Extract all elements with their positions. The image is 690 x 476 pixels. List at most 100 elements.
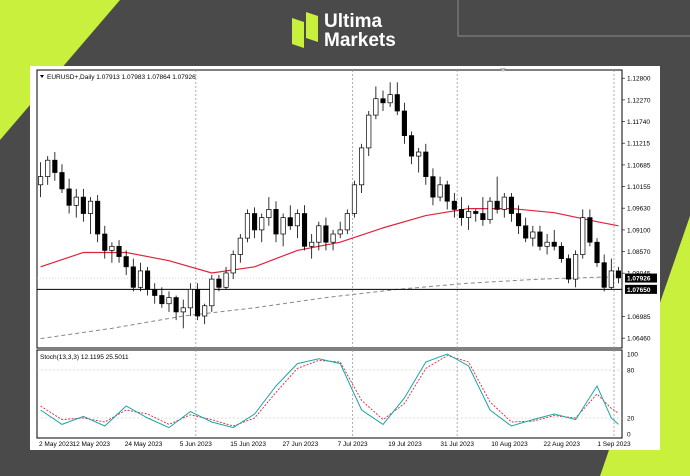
stoch-tick-label: 80 bbox=[627, 368, 635, 375]
candle-body bbox=[316, 225, 322, 243]
candle-body bbox=[480, 213, 486, 221]
x-tick-label: 31 Jul 2023 bbox=[440, 441, 474, 448]
candle-body bbox=[223, 272, 229, 288]
scroll-marker-icon bbox=[500, 68, 506, 72]
candle-body bbox=[344, 213, 350, 231]
candle-body bbox=[45, 159, 51, 177]
x-tick-label: 5 Jun 2023 bbox=[180, 441, 213, 448]
stoch-tick-label: 0 bbox=[627, 432, 631, 439]
x-tick-label: 22 Aug 2023 bbox=[543, 441, 580, 448]
short-moving-average bbox=[40, 207, 619, 274]
candles bbox=[38, 82, 621, 329]
candle-body bbox=[116, 245, 122, 257]
stoch-tick-label: 100 bbox=[627, 352, 638, 359]
candle-body bbox=[159, 295, 165, 305]
stoch-main-line bbox=[40, 353, 619, 429]
candle-body bbox=[473, 211, 479, 214]
candle-body bbox=[594, 241, 600, 264]
chart-header: EURUSD+,Daily 1.07913 1.07983 1.07864 1.… bbox=[40, 74, 196, 81]
level-price-tag-bg bbox=[625, 284, 657, 294]
candle-body bbox=[458, 209, 465, 218]
candle-body bbox=[123, 256, 129, 268]
candle-body bbox=[451, 200, 457, 210]
stoch-label: Stoch(13,3,3) 12.1195 25.5011 bbox=[40, 354, 129, 361]
level-price-tag-text: 1.07650 bbox=[627, 287, 651, 294]
chart-grid bbox=[36, 69, 623, 439]
candle-body bbox=[273, 209, 279, 235]
y-tick-label: 1.06985 bbox=[627, 314, 651, 321]
y-tick-label: 1.11215 bbox=[627, 141, 650, 148]
candle-body bbox=[530, 231, 536, 239]
candle-body bbox=[152, 289, 158, 296]
candle-body bbox=[216, 278, 222, 288]
y-tick-label: 1.12800 bbox=[627, 76, 651, 83]
candle-body bbox=[38, 176, 44, 186]
candle-body bbox=[209, 278, 215, 307]
chart-axes: 2 May 2023 12 May 2023 24 May 2023 5 Jun 20… bbox=[39, 68, 657, 448]
brand-name-line2: Markets bbox=[324, 30, 396, 51]
candle-body bbox=[416, 151, 422, 157]
candle-body bbox=[309, 241, 315, 247]
candle-body bbox=[202, 305, 208, 317]
candle-body bbox=[437, 184, 443, 198]
y-tick-label: 1.09630 bbox=[627, 206, 651, 213]
candle-body bbox=[466, 211, 472, 218]
x-tick-label: 12 May 2023 bbox=[72, 441, 110, 448]
x-tick-label: 15 Jun 2023 bbox=[230, 441, 266, 448]
candle-body bbox=[508, 196, 514, 214]
x-tick-label: 1 Sep 2023 bbox=[597, 441, 631, 448]
candle-body bbox=[145, 270, 151, 290]
candle-body bbox=[230, 254, 236, 274]
y-tick-label: 1.08570 bbox=[627, 249, 651, 256]
stoch-tick-label: 20 bbox=[627, 416, 635, 423]
candle-body bbox=[387, 94, 393, 104]
candle-body bbox=[330, 233, 336, 243]
candle-body bbox=[423, 151, 429, 177]
candle-body bbox=[430, 176, 436, 198]
candle-body bbox=[337, 229, 343, 235]
candle-body bbox=[252, 213, 258, 231]
stoch-pane-frame bbox=[36, 349, 623, 439]
x-tick-label: 2 May 2023 bbox=[39, 441, 73, 448]
candle-body bbox=[259, 217, 265, 231]
chart-panel: Stoch(13,3,3) 12.1195 25.5011 2 May 2023… bbox=[30, 66, 660, 450]
candle-body bbox=[523, 225, 529, 239]
candle-body bbox=[615, 270, 621, 279]
candle-body bbox=[166, 297, 172, 305]
candle-body bbox=[95, 200, 101, 235]
candle-body bbox=[294, 213, 300, 227]
candle-body bbox=[187, 289, 193, 309]
y-tick-label: 1.10155 bbox=[627, 184, 651, 191]
candle-body bbox=[573, 254, 579, 280]
candle-body bbox=[408, 135, 415, 157]
candle-body bbox=[87, 200, 94, 214]
candle-body bbox=[580, 217, 586, 255]
candle-body bbox=[380, 98, 386, 104]
candle-body bbox=[173, 297, 179, 313]
candle-body bbox=[180, 307, 186, 313]
chart-lines bbox=[37, 207, 622, 340]
candle-body bbox=[351, 184, 358, 214]
candle-body bbox=[323, 225, 329, 243]
candle-body bbox=[237, 237, 243, 255]
candle-body bbox=[565, 258, 572, 280]
brand-name-line1: Ultima bbox=[324, 11, 383, 32]
x-tick-label: 27 Jun 2023 bbox=[282, 441, 318, 448]
candle-body bbox=[601, 262, 607, 288]
current-price-tag-text: 1.07926 bbox=[627, 276, 651, 283]
candle-body bbox=[494, 200, 500, 210]
long-moving-average bbox=[40, 276, 619, 340]
dropdown-triangle-icon bbox=[40, 75, 44, 78]
candle-body bbox=[551, 241, 557, 247]
candle-body bbox=[194, 289, 201, 317]
candle-body bbox=[244, 213, 251, 239]
candle-body bbox=[301, 213, 308, 247]
candle-body bbox=[515, 213, 522, 227]
y-tick-label: 1.06460 bbox=[627, 336, 651, 343]
level-price-tag: 1.07650 bbox=[625, 284, 657, 294]
candle-body bbox=[558, 245, 564, 259]
candle-body bbox=[544, 241, 550, 247]
candle-body bbox=[537, 231, 543, 247]
candle-body bbox=[52, 159, 58, 173]
current-price-tag: 1.07926 bbox=[625, 273, 657, 283]
